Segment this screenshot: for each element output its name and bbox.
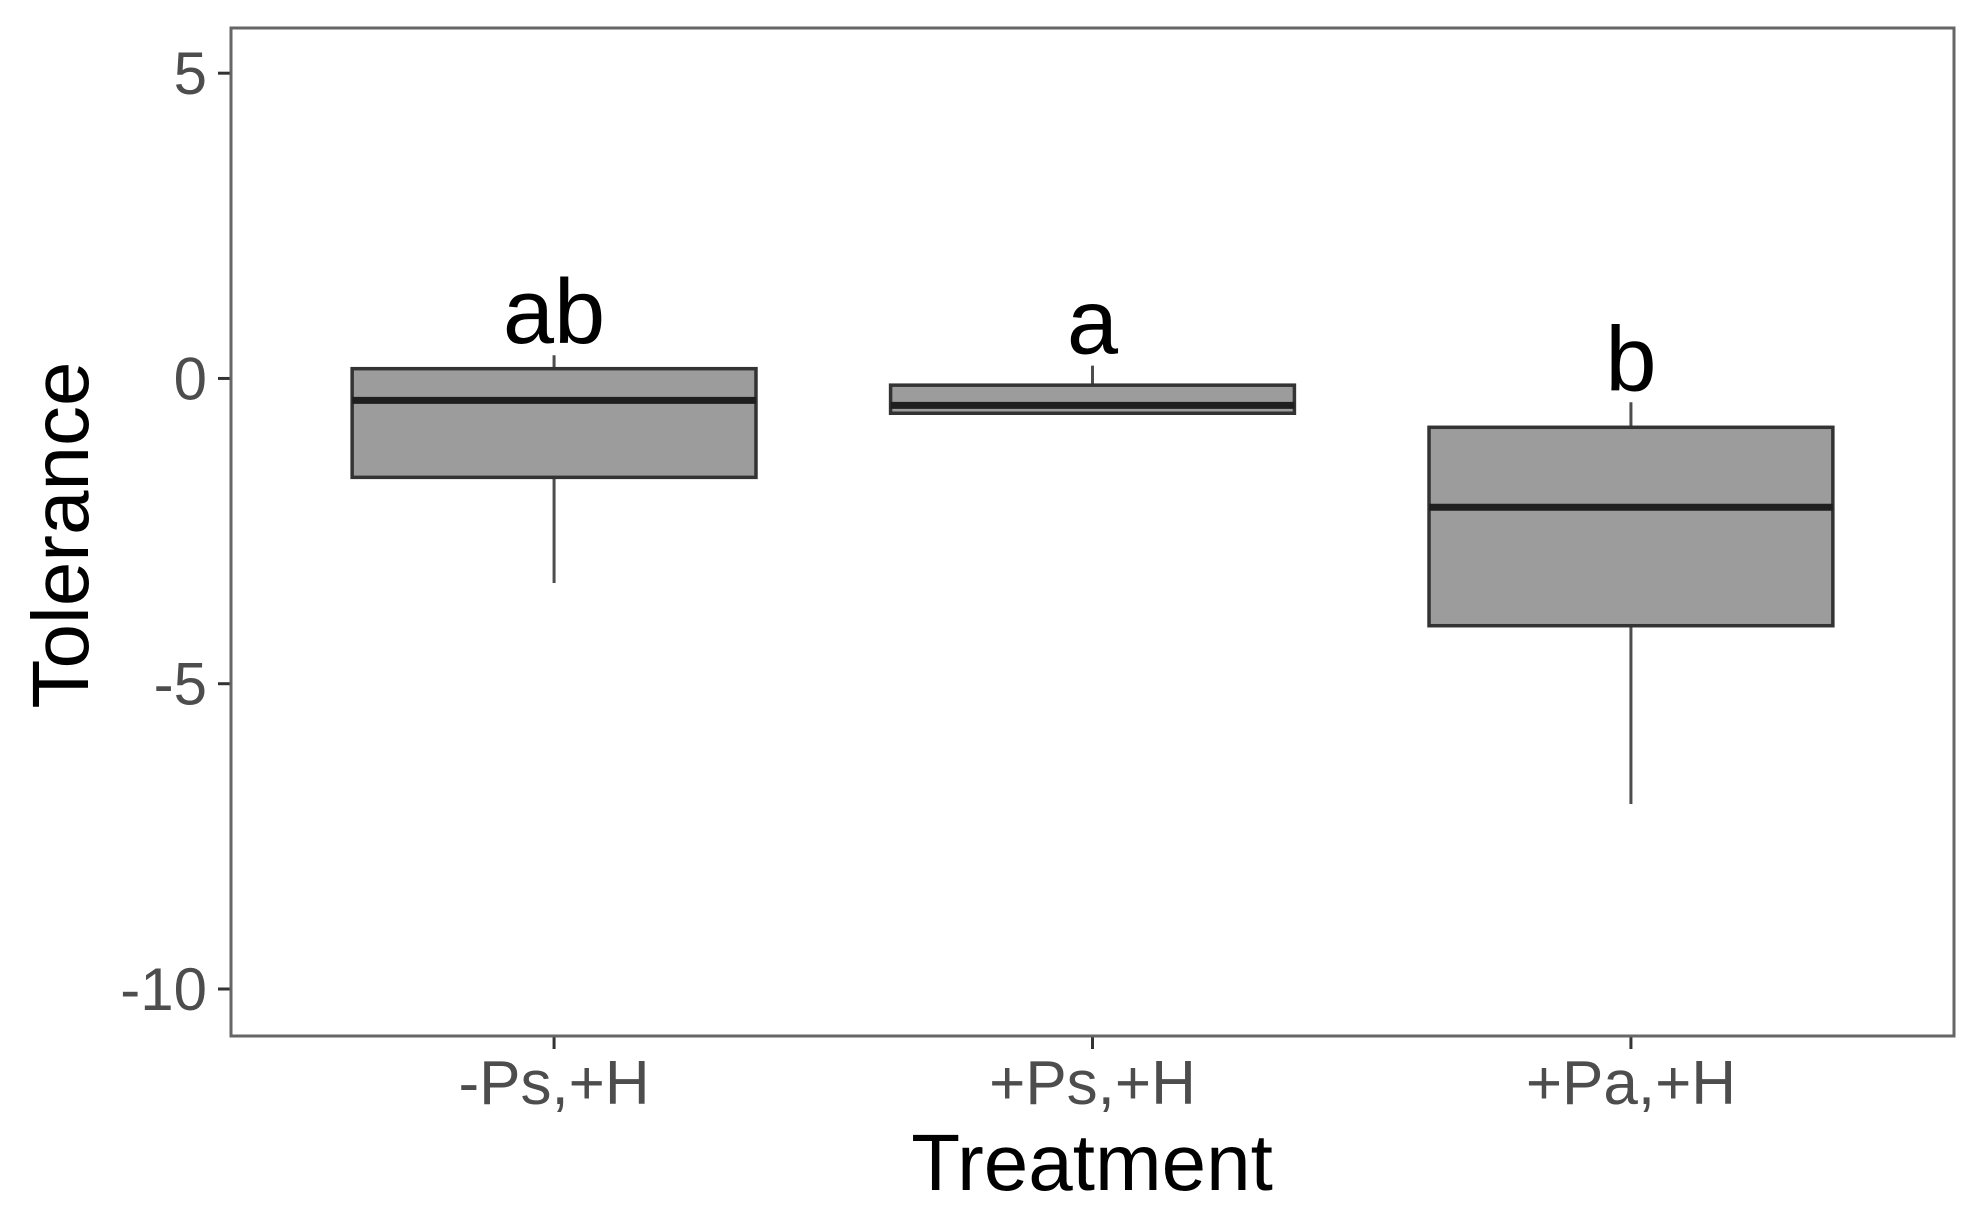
x-axis-title: Treatment [911, 1118, 1273, 1207]
axis-ticks-group: -Ps,+H +Ps,+H +Pa,+H 5 0 -5 -10 [120, 40, 1736, 1118]
significance-letter: a [1067, 272, 1119, 374]
boxplot-box [888, 383, 1297, 416]
significance-letters-group: ab a b [503, 261, 1657, 410]
x-tick-label: -Ps,+H [458, 1049, 649, 1118]
significance-letter: b [1605, 308, 1656, 410]
x-tick-label: +Pa,+H [1526, 1049, 1736, 1118]
significance-letter: ab [503, 261, 605, 363]
boxes-group [350, 366, 1835, 628]
y-tick-label: 0 [174, 345, 207, 412]
boxplot-box [1427, 425, 1835, 628]
x-tick-label: +Ps,+H [989, 1049, 1196, 1118]
y-tick-label: 5 [174, 40, 207, 107]
boxplot-box [350, 366, 758, 480]
y-tick-label: -5 [154, 651, 207, 718]
y-axis-title: Tolerance [16, 362, 105, 709]
medians-group [352, 396, 1833, 511]
y-tick-label: -10 [120, 956, 207, 1023]
panel-border [229, 26, 1956, 1038]
whiskers-group [552, 355, 1633, 804]
